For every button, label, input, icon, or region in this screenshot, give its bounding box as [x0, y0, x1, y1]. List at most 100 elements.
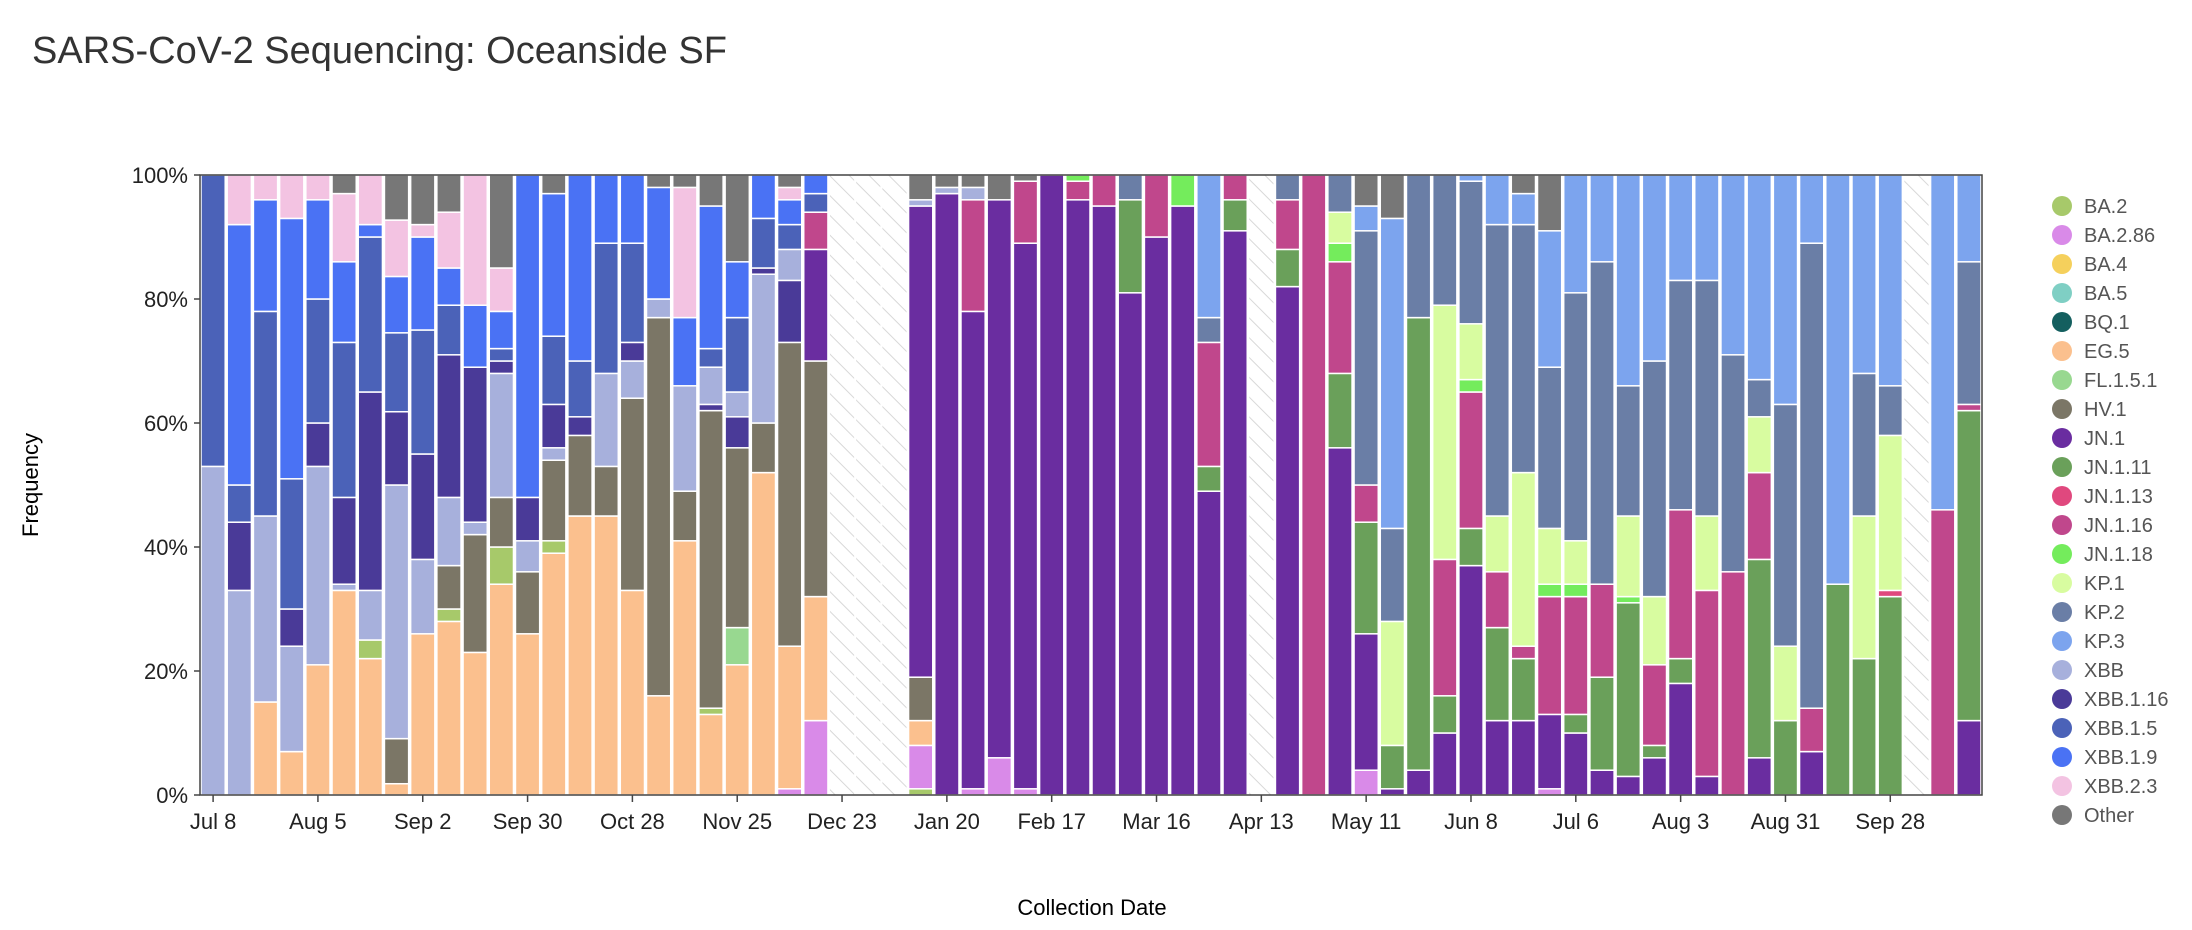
bar-segment-kp-3[interactable] — [1589, 174, 1615, 263]
bar-segment-kp-1[interactable] — [1379, 620, 1406, 747]
bar-segment-eg-5[interactable] — [671, 540, 698, 796]
bar-segment-xbb[interactable] — [593, 372, 620, 468]
bar-segment-xbb-1-9[interactable] — [671, 316, 698, 387]
bar-segment-xbb[interactable] — [226, 589, 253, 796]
bar-segment-kp-2[interactable] — [1562, 292, 1589, 542]
bar-segment-jn-1-11[interactable] — [1562, 713, 1589, 734]
bar-segment-xbb[interactable] — [960, 186, 986, 201]
bar-segment-xbb-1-9[interactable] — [514, 174, 541, 499]
bar-segment-xbb-1-16[interactable] — [409, 453, 436, 561]
bar-segment-kp-2[interactable] — [1772, 403, 1799, 647]
bar-segment-hv-1[interactable] — [436, 564, 462, 610]
bar-segment-jn-1-16[interactable] — [1693, 589, 1720, 778]
bar-segment-jn-1-18[interactable] — [1562, 583, 1589, 598]
bar-segment-ba-2-86[interactable] — [1012, 788, 1039, 796]
bar-segment-eg-5[interactable] — [252, 701, 279, 796]
bar-segment-jn-1-18[interactable] — [1327, 242, 1353, 263]
bar-segment-xbb[interactable] — [383, 484, 410, 740]
bar-segment-kp-1[interactable] — [1458, 323, 1484, 381]
bar-segment-fl-1-5-1[interactable] — [724, 626, 751, 666]
bar-segment-xbb-1-16[interactable] — [305, 422, 331, 468]
bar-segment-kp-2[interactable] — [1877, 385, 1904, 437]
bar-segment-other[interactable] — [1379, 174, 1406, 220]
bar-segment-jn-1[interactable] — [1169, 205, 1196, 796]
bar-segment-kp-3[interactable] — [1798, 174, 1825, 244]
bar-segment-jn-1-11[interactable] — [1877, 595, 1904, 796]
bar-segment-jn-1[interactable] — [1117, 292, 1144, 796]
bar-segment-ba-2-86[interactable] — [1536, 788, 1563, 796]
bar-segment-xbb-1-5[interactable] — [750, 217, 777, 269]
bar-segment-hv-1[interactable] — [567, 434, 593, 517]
bar-segment-kp-1[interactable] — [1641, 595, 1668, 666]
bar-segment-ba-2-86[interactable] — [776, 788, 803, 796]
bar-segment-xbb-2-3[interactable] — [383, 219, 410, 278]
bar-segment-xbb-1-5[interactable] — [776, 223, 803, 251]
bar-segment-xbb-1-5[interactable] — [226, 484, 253, 523]
bar-segment-kp-3[interactable] — [1825, 174, 1851, 585]
bar-segment-jn-1[interactable] — [1484, 719, 1511, 796]
bar-segment-eg-5[interactable] — [907, 719, 934, 747]
bar-segment-xbb-2-3[interactable] — [776, 186, 803, 201]
bar-segment-jn-1-11[interactable] — [1825, 583, 1851, 796]
bar-segment-eg-5[interactable] — [619, 589, 646, 796]
bar-segment-other[interactable] — [907, 174, 934, 201]
bar-segment-xbb-2-3[interactable] — [252, 174, 279, 201]
bar-segment-kp-3[interactable] — [1929, 174, 1956, 511]
bar-segment-ba-2-86[interactable] — [986, 757, 1013, 796]
bar-segment-kp-2[interactable] — [1431, 174, 1458, 306]
bar-segment-xbb-1-16[interactable] — [619, 341, 646, 362]
bar-segment-hv-1[interactable] — [540, 459, 567, 542]
bar-segment-kp-2[interactable] — [1956, 261, 1982, 406]
bar-segment-xbb[interactable] — [305, 465, 331, 666]
bar-segment-eg-5[interactable] — [540, 552, 567, 796]
bar-segment-jn-1-16[interactable] — [1562, 595, 1589, 716]
bar-segment-jn-1[interactable] — [1510, 719, 1537, 796]
bar-segment-xbb[interactable] — [750, 273, 777, 424]
bar-segment-xbb-1-16[interactable] — [750, 267, 777, 275]
bar-segment-kp-2[interactable] — [1615, 385, 1642, 517]
bar-segment-jn-1[interactable] — [1405, 769, 1432, 796]
bar-segment-xbb-1-5[interactable] — [698, 347, 724, 368]
bar-segment-jn-1[interactable] — [1667, 682, 1694, 796]
bar-segment-kp-2[interactable] — [1458, 180, 1484, 325]
bar-segment-kp-1[interactable] — [1536, 527, 1563, 585]
bar-segment-xbb[interactable] — [436, 496, 462, 567]
bar-segment-jn-1-11[interactable] — [1458, 527, 1484, 567]
bar-segment-hv-1[interactable] — [724, 447, 751, 629]
legend-label-hv-1[interactable]: HV.1 — [2084, 399, 2127, 421]
bar-segment-kp-1[interactable] — [1772, 645, 1799, 722]
bar-segment-other[interactable] — [776, 174, 803, 189]
bar-segment-hv-1[interactable] — [462, 533, 489, 654]
bar-segment-other[interactable] — [540, 174, 567, 195]
bar-segment-xbb-1-9[interactable] — [462, 304, 489, 368]
bar-segment-xbb-1-16[interactable] — [540, 403, 567, 449]
bar-segment-kp-2[interactable] — [1589, 261, 1615, 585]
bar-segment-other[interactable] — [409, 174, 436, 226]
bar-segment-xbb-1-9[interactable] — [750, 174, 777, 220]
bar-segment-jn-1-11[interactable] — [1510, 657, 1537, 722]
bar-segment-eg-5[interactable] — [776, 645, 803, 790]
bar-segment-xbb[interactable] — [907, 199, 934, 207]
bar-segment-xbb[interactable] — [514, 540, 541, 573]
bar-segment-jn-1[interactable] — [1274, 285, 1301, 796]
bar-segment-xbb[interactable] — [724, 391, 751, 418]
bar-segment-other[interactable] — [698, 174, 724, 207]
legend-label-kp-1[interactable]: KP.1 — [2084, 573, 2125, 595]
bar-segment-jn-1-13[interactable] — [1877, 589, 1904, 598]
bar-segment-xbb-1-5[interactable] — [619, 242, 646, 344]
bar-segment-jn-1-16[interactable] — [1536, 595, 1563, 716]
bar-segment-xbb-2-3[interactable] — [226, 174, 253, 226]
bar-segment-kp-3[interactable] — [1536, 230, 1563, 368]
bar-segment-kp-3[interactable] — [1693, 174, 1720, 282]
bar-segment-xbb-1-16[interactable] — [488, 360, 515, 375]
bar-segment-jn-1-18[interactable] — [1169, 174, 1196, 207]
bar-segment-xbb[interactable] — [671, 385, 698, 492]
bar-segment-xbb-1-5[interactable] — [724, 316, 751, 393]
legend-label-ba-5[interactable]: BA.5 — [2084, 283, 2127, 305]
bar-segment-xbb-1-5[interactable] — [331, 341, 357, 499]
bar-segment-xbb[interactable] — [698, 366, 724, 406]
bar-segment-kp-1[interactable] — [1693, 515, 1720, 592]
bar-segment-xbb-1-5[interactable] — [436, 304, 462, 356]
bar-segment-eg-5[interactable] — [514, 633, 541, 796]
bar-segment-jn-1-16[interactable] — [1065, 180, 1091, 201]
